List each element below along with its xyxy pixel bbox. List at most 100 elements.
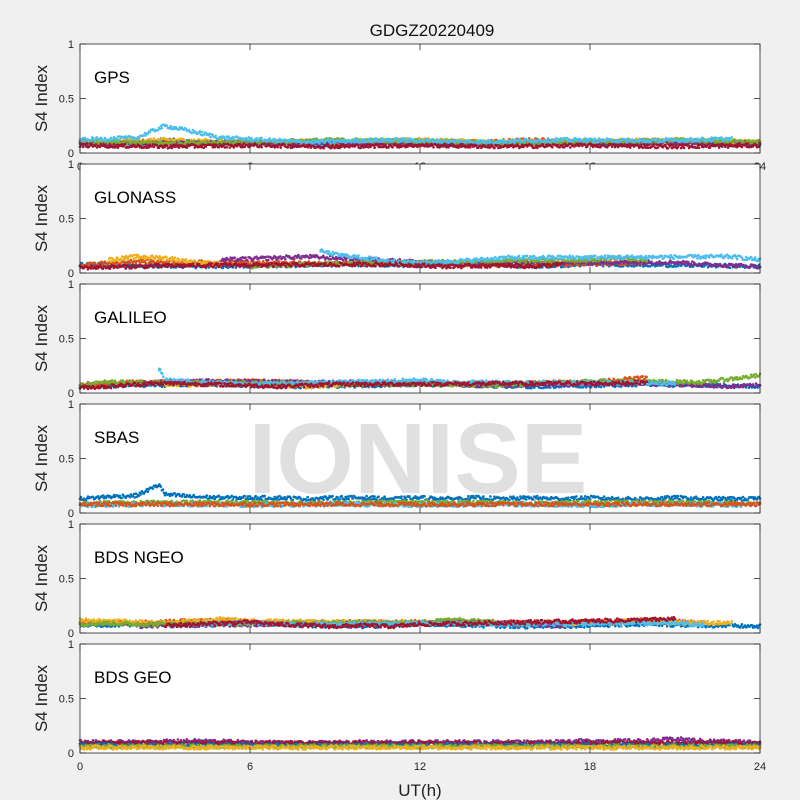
data-point (112, 143, 116, 146)
data-point (593, 137, 597, 140)
data-point (652, 143, 656, 146)
data-point (257, 139, 260, 142)
panel-0: 00.5106121824GPSS4 Index (32, 39, 766, 173)
data-point (318, 142, 321, 145)
panel-constellation-label: GPS (94, 68, 130, 87)
data-point (546, 137, 550, 140)
data-point (246, 138, 249, 142)
data-point (469, 145, 472, 149)
data-point (726, 139, 729, 143)
data-point (263, 142, 267, 145)
data-point (569, 146, 572, 149)
data-point (373, 146, 376, 149)
data-point (82, 140, 86, 143)
data-point (747, 138, 751, 142)
panel-data-points (78, 123, 762, 150)
data-point (260, 146, 264, 149)
data-point (356, 143, 359, 147)
data-point (250, 137, 253, 140)
data-point (375, 137, 378, 140)
data-point (501, 138, 505, 142)
data-point (578, 137, 582, 141)
data-point (85, 142, 89, 146)
data-point (493, 146, 496, 150)
data-point (176, 139, 180, 143)
data-point (447, 145, 450, 149)
data-point (214, 134, 217, 138)
data-point-peak (163, 124, 167, 128)
data-point (94, 143, 98, 146)
data-point (655, 137, 659, 141)
data-point (152, 145, 156, 149)
data-point (711, 139, 714, 142)
data-point (437, 143, 440, 146)
data-point (720, 136, 723, 139)
data-point (535, 140, 539, 144)
data-point (260, 136, 263, 140)
data-point (288, 143, 292, 147)
data-point (396, 137, 399, 140)
data-point (165, 144, 169, 147)
data-point (698, 140, 701, 143)
data-point (746, 142, 750, 145)
data-point (381, 137, 384, 140)
data-point (628, 146, 632, 149)
data-point (108, 143, 112, 146)
data-point (682, 146, 686, 150)
data-point (350, 141, 353, 144)
data-point (117, 138, 121, 142)
data-point (308, 138, 312, 141)
data-point (442, 145, 445, 148)
data-point (271, 140, 274, 143)
data-point (93, 139, 97, 143)
data-point (160, 126, 164, 130)
data-point (209, 135, 212, 139)
data-point (152, 137, 156, 140)
data-point (647, 143, 651, 146)
data-point (730, 136, 733, 139)
data-point (391, 146, 394, 149)
data-point (302, 143, 306, 146)
panel-plot-area (80, 44, 760, 153)
data-point (329, 141, 332, 145)
data-point (225, 146, 229, 149)
data-point (89, 138, 93, 142)
data-point (233, 138, 236, 142)
data-point (357, 137, 360, 141)
data-point (432, 146, 435, 149)
data-point (666, 147, 670, 150)
data-point (656, 146, 660, 149)
data-point (701, 136, 704, 140)
data-point (738, 142, 742, 146)
data-point (551, 145, 554, 149)
data-point (487, 143, 490, 147)
data-point (81, 145, 85, 149)
data-point (443, 138, 446, 142)
data-point (706, 143, 710, 146)
data-point (369, 145, 372, 149)
data-point (511, 138, 515, 141)
data-point (144, 143, 148, 146)
data-point (276, 145, 280, 149)
data-point (279, 146, 283, 149)
data-point (597, 143, 601, 146)
data-point (697, 146, 701, 150)
figure-title: GDGZ20220409 (370, 21, 495, 40)
data-point (363, 143, 366, 146)
data-point (632, 141, 636, 144)
data-point (169, 124, 173, 128)
y-tick-label: 0.5 (59, 94, 74, 106)
data-point (689, 136, 693, 140)
data-point (717, 146, 721, 149)
data-point (213, 145, 217, 149)
y-axis-label: S4 Index (32, 64, 51, 132)
data-point (518, 138, 522, 141)
data-point (255, 137, 258, 140)
data-point (123, 142, 127, 146)
data-point (407, 140, 410, 143)
data-point (327, 138, 330, 142)
data-point (200, 130, 204, 134)
